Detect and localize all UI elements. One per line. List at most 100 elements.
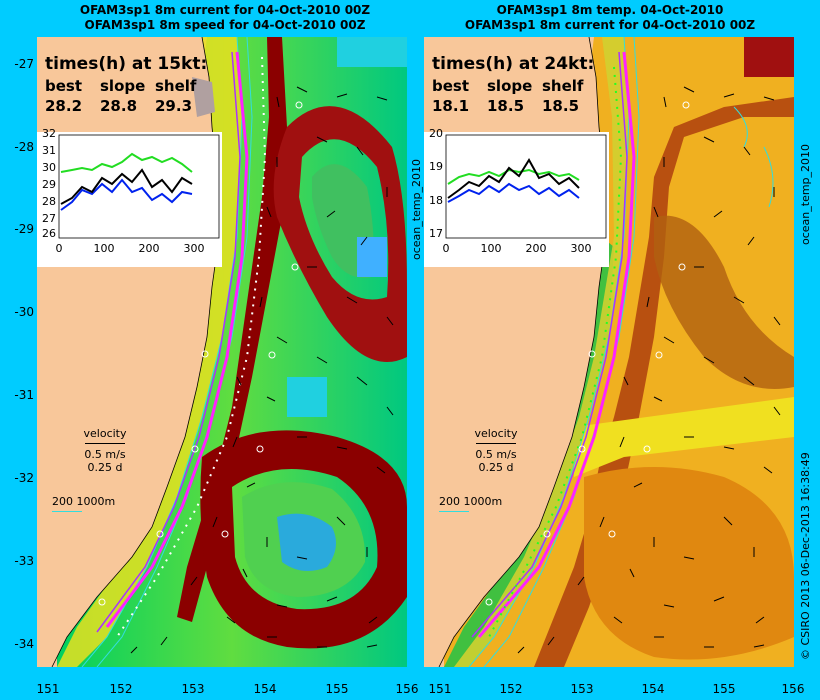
left-velocity-arrow: [70, 440, 140, 448]
left-inset-xtick-1: 100: [93, 242, 115, 255]
left-eddy-ring-south: [200, 430, 407, 649]
right-isobath-legend-line: [439, 511, 469, 512]
left-lon-tick-154: 154: [253, 682, 277, 696]
right-value-best: 18.1: [432, 97, 470, 115]
right-inset-xtick-3: 300: [570, 242, 592, 255]
left-eddy-ring-north: [273, 106, 407, 362]
left-inset-xtick-0: 0: [55, 242, 63, 255]
left-label-slope: slope: [100, 77, 146, 95]
left-inset-ytick-4: 28: [42, 195, 56, 208]
left-inset-black-series: [60, 168, 193, 205]
right-lon-tick-152: 152: [499, 682, 523, 696]
left-lon-tick-153: 153: [181, 682, 205, 696]
left-label-best: best: [45, 77, 83, 95]
right-isobath-legend: 200 1000m: [439, 495, 503, 508]
right-lon-tick-154: 154: [641, 682, 665, 696]
lat-tick-31: -31: [14, 388, 34, 402]
right-hot-corner: [744, 37, 794, 77]
left-inset-svg: [58, 134, 220, 239]
right-map-panel: times(h) at 24kt: best slope shelf 18.1 18.…: [424, 37, 794, 667]
right-times-labels: best slope shelf: [432, 77, 597, 95]
left-map-panel: times(h) at 15kt: best slope shelf 28.2 28.…: [37, 37, 407, 667]
left-title: OFAM3sp1 8m current for 04-Oct-2010 00Z …: [40, 3, 410, 33]
right-side-label: ocean_temp_2010: [799, 143, 812, 245]
left-inset-ytick-6: 26: [42, 227, 56, 240]
left-times-labels: best slope shelf: [45, 77, 210, 95]
lat-tick-34: -34: [14, 637, 34, 651]
left-value-slope: 28.8: [100, 97, 138, 115]
left-lon-tick-152: 152: [109, 682, 133, 696]
right-velocity-legend: velocity 0.5 m/s 0.25 d: [461, 427, 531, 474]
left-coastal-band: [57, 37, 242, 667]
right-lon-tick-156: 156: [781, 682, 805, 696]
right-times-values: 18.1 18.5 18.5: [432, 97, 597, 115]
right-eddy-dark: [654, 215, 794, 389]
right-inset-plot: 20 19 18 17 0 100 200 300: [424, 127, 609, 267]
right-inset-xtick-1: 100: [480, 242, 502, 255]
right-value-slope: 18.5: [487, 97, 525, 115]
left-cyan-patch-1: [287, 377, 327, 417]
right-lon-tick-151: 151: [428, 682, 452, 696]
left-velocity-label: velocity: [83, 427, 127, 440]
right-isobath-eddy: [733, 106, 774, 208]
right-title-line1: OFAM3sp1 8m temp. 04-Oct-2010: [496, 3, 724, 17]
right-track-points: [488, 66, 623, 638]
left-lon-tick-155: 155: [325, 682, 349, 696]
left-route: [105, 51, 249, 628]
left-label-shelf: shelf: [155, 77, 197, 95]
left-title-line2: OFAM3sp1 8m speed for 04-Oct-2010 00Z: [84, 18, 366, 32]
lat-tick-27: -27: [14, 57, 34, 71]
left-times-heading: times(h) at 15kt:: [45, 54, 208, 74]
right-inset-svg: [445, 134, 607, 239]
lat-tick-30: -30: [14, 305, 34, 319]
left-inset-blue-series: [60, 178, 193, 211]
left-inset-green-series: [60, 152, 193, 173]
right-lon-tick-155: 155: [712, 682, 736, 696]
right-title: OFAM3sp1 8m temp. 04-Oct-2010 OFAM3sp1 8…: [425, 3, 795, 33]
right-south-eddy: [584, 467, 794, 660]
left-cyan-patch-2: [357, 237, 387, 277]
right-coastal-yellow: [454, 37, 629, 667]
right-inset-ytick-3: 17: [429, 227, 443, 240]
lat-tick-33: -33: [14, 554, 34, 568]
lat-tick-29: -29: [14, 222, 34, 236]
right-label-slope: slope: [487, 77, 533, 95]
right-times-heading: times(h) at 24kt:: [432, 54, 595, 74]
left-station-markers: [98, 101, 303, 606]
left-side-label: ocean_temp_2010: [410, 158, 423, 260]
left-current-arrows: [130, 86, 394, 654]
right-inset-ytick-1: 19: [429, 160, 443, 173]
left-urban-patch: [192, 77, 215, 117]
left-lon-tick-151: 151: [36, 682, 60, 696]
left-velocity-duration: 0.25 d: [87, 461, 123, 474]
right-velocity-arrow: [461, 440, 531, 448]
lat-tick-28: -28: [14, 140, 34, 154]
left-inset-ytick-0: 32: [42, 127, 56, 140]
left-inset-xtick-2: 200: [138, 242, 160, 255]
right-title-line2: OFAM3sp1 8m current for 04-Oct-2010 00Z: [464, 18, 756, 32]
left-route-alt: [96, 51, 241, 633]
left-value-best: 28.2: [45, 97, 83, 115]
right-station-markers: [485, 101, 690, 606]
right-route-alt: [471, 51, 628, 638]
right-velocity-duration: 0.25 d: [478, 461, 514, 474]
right-inset-xtick-0: 0: [442, 242, 450, 255]
left-lon-tick-156: 156: [395, 682, 419, 696]
right-value-shelf: 18.5: [542, 97, 580, 115]
left-inset-xtick-3: 300: [183, 242, 205, 255]
left-inset-ytick-1: 31: [42, 144, 56, 157]
right-lon-tick-153: 153: [570, 682, 594, 696]
left-inset-ytick-2: 30: [42, 161, 56, 174]
right-label-best: best: [432, 77, 470, 95]
left-eddy-center-south: [277, 513, 336, 571]
right-inset-blue-series: [447, 182, 580, 203]
right-velocity-speed: 0.5 m/s: [475, 448, 517, 461]
left-title-line1: OFAM3sp1 8m current for 04-Oct-2010 00Z: [79, 3, 371, 17]
left-inset-ytick-3: 29: [42, 178, 56, 191]
left-inset-ytick-5: 27: [42, 212, 56, 225]
left-inset-plot: 32 31 30 29 28 27 26 0 100 200 300: [37, 127, 222, 267]
left-value-shelf: 29.3: [155, 97, 193, 115]
left-cyan-patch-3: [337, 37, 407, 67]
left-isobath-legend-line: [52, 511, 82, 512]
right-velocity-label: velocity: [474, 427, 518, 440]
